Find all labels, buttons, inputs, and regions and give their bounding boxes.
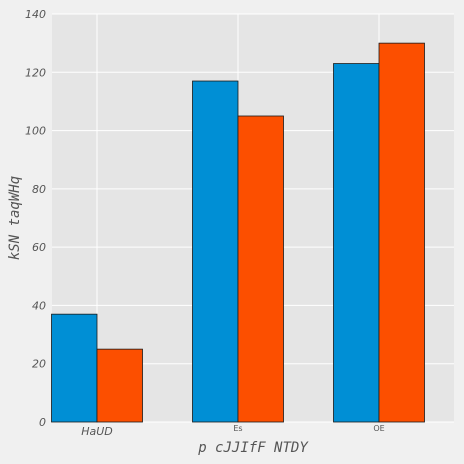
y-axis-label: kSN taqWHq bbox=[7, 176, 23, 260]
x-tick-label: Es bbox=[233, 424, 242, 433]
y-tick-label: 0 bbox=[39, 416, 46, 429]
bar bbox=[192, 80, 239, 423]
bars bbox=[51, 42, 425, 423]
y-tick-label: 60 bbox=[32, 241, 46, 254]
bar bbox=[237, 115, 284, 423]
y-tick-label: 40 bbox=[32, 299, 46, 312]
x-axis-ticks: HaUD Es OE bbox=[81, 424, 384, 438]
x-tick-label: OE bbox=[373, 424, 384, 433]
bar bbox=[333, 63, 380, 423]
x-axis-label: p cJJIfF NTDY bbox=[197, 440, 309, 456]
y-axis-ticks: 0 20 40 60 80 100 120 140 bbox=[25, 8, 46, 429]
y-tick-label: 80 bbox=[32, 183, 46, 196]
y-tick-label: 100 bbox=[25, 125, 46, 138]
x-tick-label: HaUD bbox=[81, 425, 113, 438]
bar bbox=[51, 313, 98, 423]
y-tick-label: 140 bbox=[25, 8, 46, 21]
bar bbox=[96, 348, 143, 423]
bar bbox=[378, 42, 425, 423]
y-tick-label: 120 bbox=[25, 66, 46, 79]
y-tick-label: 20 bbox=[32, 358, 46, 371]
